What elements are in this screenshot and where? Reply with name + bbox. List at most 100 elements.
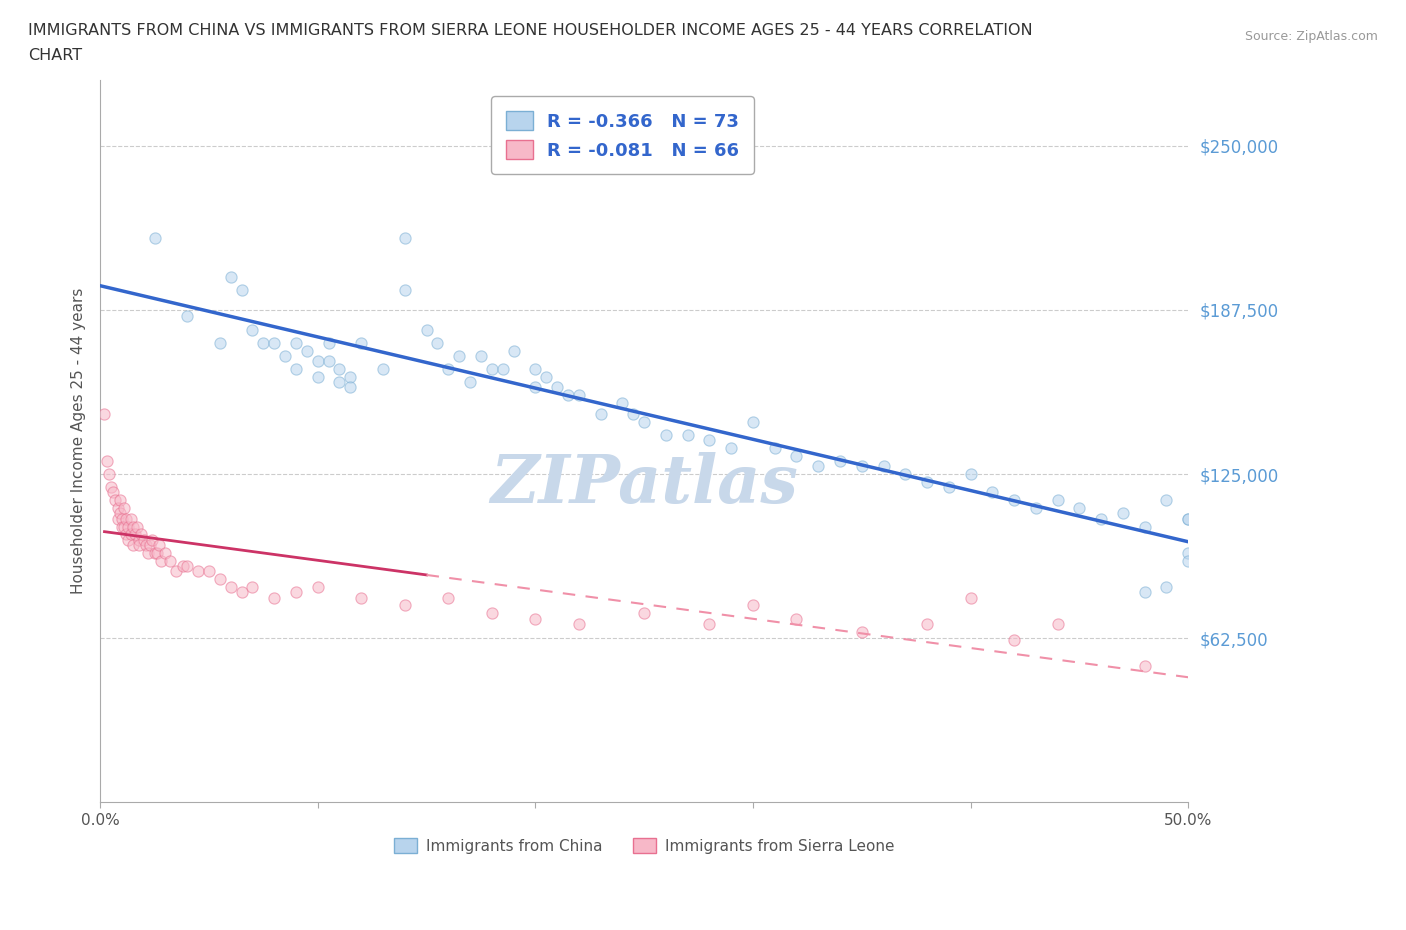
Point	[1025, 500, 1047, 515]
Point	[1046, 617, 1069, 631]
Point	[115, 512, 138, 526]
Point	[328, 362, 350, 377]
Point	[502, 343, 524, 358]
Point	[828, 454, 851, 469]
Point	[112, 500, 135, 515]
Point	[145, 545, 167, 560]
Point	[120, 527, 142, 542]
Point	[96, 454, 118, 469]
Point	[676, 427, 699, 442]
Point	[612, 396, 634, 411]
Point	[350, 590, 373, 604]
Point	[350, 336, 373, 351]
Point	[807, 458, 830, 473]
Point	[318, 353, 340, 368]
Point	[959, 467, 981, 482]
Point	[285, 336, 308, 351]
Point	[699, 617, 721, 631]
Point	[633, 414, 655, 429]
Point	[1090, 512, 1112, 526]
Point	[915, 474, 938, 489]
Text: ZIPatlas: ZIPatlas	[491, 452, 799, 517]
Point	[117, 532, 139, 547]
Point	[285, 362, 308, 377]
Point	[1133, 658, 1156, 673]
Point	[117, 519, 139, 534]
Point	[128, 538, 150, 552]
Point	[1177, 553, 1199, 568]
Point	[136, 545, 159, 560]
Point	[115, 527, 138, 542]
Point	[492, 362, 515, 377]
Point	[851, 624, 873, 639]
Point	[307, 353, 329, 368]
Point	[1177, 545, 1199, 560]
Point	[1046, 493, 1069, 508]
Point	[1156, 493, 1178, 508]
Point	[150, 553, 173, 568]
Point	[112, 519, 135, 534]
Point	[742, 598, 765, 613]
Point	[231, 283, 253, 298]
Point	[274, 349, 297, 364]
Point	[1133, 519, 1156, 534]
Y-axis label: Householder Income Ages 25 - 44 years: Householder Income Ages 25 - 44 years	[72, 288, 86, 594]
Point	[894, 467, 917, 482]
Point	[1133, 585, 1156, 600]
Point	[851, 458, 873, 473]
Point	[143, 231, 166, 246]
Point	[1069, 500, 1091, 515]
Point	[568, 617, 591, 631]
Point	[208, 336, 231, 351]
Point	[437, 362, 460, 377]
Legend: Immigrants from China, Immigrants from Sierra Leone: Immigrants from China, Immigrants from S…	[388, 831, 901, 859]
Point	[938, 480, 960, 495]
Point	[111, 519, 134, 534]
Point	[176, 559, 198, 574]
Point	[1156, 579, 1178, 594]
Point	[285, 585, 308, 600]
Point	[470, 349, 492, 364]
Point	[97, 467, 120, 482]
Point	[108, 506, 131, 521]
Point	[633, 605, 655, 620]
Point	[524, 611, 547, 626]
Point	[107, 512, 129, 526]
Point	[328, 375, 350, 390]
Point	[437, 590, 460, 604]
Point	[720, 441, 742, 456]
Point	[915, 617, 938, 631]
Point	[426, 336, 449, 351]
Point	[121, 519, 143, 534]
Point	[159, 553, 181, 568]
Point	[135, 538, 157, 552]
Point	[394, 231, 416, 246]
Point	[481, 605, 503, 620]
Point	[165, 564, 187, 578]
Text: Source: ZipAtlas.com: Source: ZipAtlas.com	[1244, 30, 1378, 43]
Point	[231, 585, 253, 600]
Point	[371, 362, 394, 377]
Point	[176, 309, 198, 324]
Text: CHART: CHART	[28, 48, 82, 63]
Point	[295, 343, 318, 358]
Point	[155, 545, 177, 560]
Point	[959, 590, 981, 604]
Point	[981, 485, 1004, 500]
Point	[394, 598, 416, 613]
Point	[187, 564, 209, 578]
Point	[1177, 512, 1199, 526]
Point	[699, 432, 721, 447]
Point	[242, 322, 264, 337]
Point	[307, 369, 329, 384]
Point	[524, 380, 547, 395]
Point	[534, 369, 557, 384]
Point	[148, 538, 170, 552]
Point	[557, 388, 579, 403]
Point	[100, 480, 122, 495]
Point	[1002, 493, 1025, 508]
Point	[132, 532, 155, 547]
Point	[415, 322, 437, 337]
Point	[458, 375, 481, 390]
Point	[141, 532, 163, 547]
